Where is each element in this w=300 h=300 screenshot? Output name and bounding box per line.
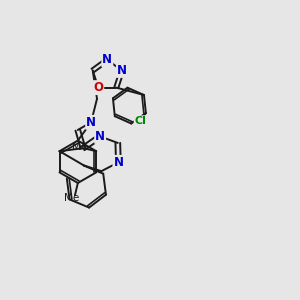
Text: N: N <box>117 64 127 77</box>
Text: O: O <box>93 81 103 94</box>
Text: N: N <box>86 116 96 129</box>
Text: Me: Me <box>72 142 87 152</box>
Text: N: N <box>95 130 105 143</box>
Text: N: N <box>102 53 112 66</box>
Text: N: N <box>113 156 123 169</box>
Text: Me: Me <box>64 193 79 203</box>
Text: Cl: Cl <box>135 116 146 126</box>
